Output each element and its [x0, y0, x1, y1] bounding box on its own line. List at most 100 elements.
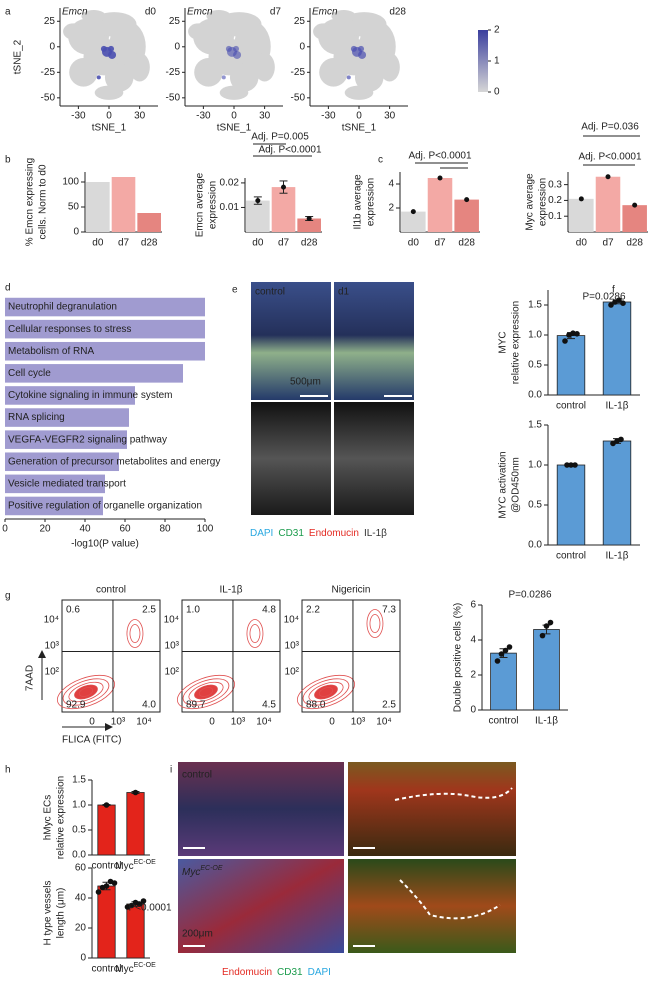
quadrant-value: 4.8 [262, 605, 276, 616]
x-tick-label: control [488, 716, 518, 727]
category-label: Neutrophil degranulation [8, 302, 117, 313]
bar [5, 474, 105, 494]
y-tick-label: 0.1 [548, 211, 562, 222]
day-label: d7 [270, 7, 282, 18]
data-point [562, 338, 568, 344]
bar [126, 792, 145, 856]
x-tick-label: d28 [458, 238, 475, 249]
y-axis-title: length (μm) [56, 888, 67, 939]
annotation: P=0.0286 [508, 590, 552, 601]
image-label: d1 [338, 287, 350, 298]
annotation: Adj. P<0.0001 [408, 151, 472, 162]
mean-dot [306, 216, 312, 221]
x-tick-label: 0 [106, 111, 112, 122]
x-tick-label: MycEC-OE [115, 962, 156, 975]
category-label: Cytokine signaling in immune system [8, 390, 173, 401]
y-tick-label: 10⁴ [164, 615, 179, 626]
data-point [616, 297, 622, 304]
plot-title: control [96, 585, 126, 596]
x-tick-label: -30 [196, 111, 211, 122]
expressing-cells [233, 45, 240, 52]
annotation: Adj. P<0.0001 [578, 152, 642, 163]
quadrant-value: 88.0 [306, 700, 326, 711]
x-tick-label: 10⁴ [136, 717, 151, 728]
density-contour [318, 687, 334, 697]
cell-cloud [206, 10, 231, 23]
quadrant-value: 2.5 [142, 605, 156, 616]
category-label: VEGFA-VEGFR2 signaling pathway [8, 434, 167, 445]
y-tick-label: 0.5 [72, 825, 86, 836]
annotation: Adj. P=0.036 [581, 122, 639, 133]
boundary [399, 879, 501, 920]
x-tick-label: d28 [141, 238, 158, 249]
y-tick-label: 2 [470, 670, 476, 681]
y-tick-label: 0.0 [72, 850, 86, 861]
category-label: Positive regulation of organelle organiz… [8, 501, 202, 512]
data-point [132, 789, 139, 796]
data-point [620, 300, 626, 307]
y-tick-label: -25 [291, 67, 306, 78]
data-point [111, 880, 118, 886]
image-label: control [255, 287, 285, 298]
stain-name: DAPI [250, 528, 273, 539]
y-tick-label: 0.0 [528, 540, 542, 551]
y-tick-label: 25 [169, 16, 181, 27]
expressing-cells [108, 50, 117, 59]
annotation: P<0.0001 [128, 903, 172, 914]
panel-letter: i [170, 765, 172, 776]
bar [86, 182, 110, 232]
x-tick-label: IL-1β [535, 716, 558, 727]
x-tick-label: 0 [356, 111, 362, 122]
x-tick-label: control [91, 861, 121, 872]
y-tick-label: -50 [291, 92, 306, 103]
expressing-cells [225, 45, 232, 52]
x-tick-label: d7 [434, 238, 446, 249]
quadrant-value: 1.0 [186, 605, 200, 616]
panel-letter: b [5, 155, 11, 166]
cell-cloud [104, 63, 134, 92]
y-tick-label: 4 [388, 179, 394, 190]
y-tick-label: 1.0 [528, 460, 542, 471]
stain-name: CD31 [277, 967, 303, 978]
x-tick-label: d28 [301, 238, 318, 249]
x-tick-label: 0 [231, 111, 237, 122]
x-tick-label: 0 [329, 717, 335, 728]
quadrant-value: 89.7 [186, 700, 206, 711]
bar [556, 464, 586, 546]
density-contour [126, 619, 144, 648]
density-contour [62, 678, 110, 706]
bar [595, 176, 621, 232]
stain-name: CD31 [278, 528, 304, 539]
annotation: Adj. P<0.0001 [258, 145, 322, 156]
y-tick-label: 10² [285, 667, 300, 678]
bar [5, 364, 183, 383]
x-tick-label: 0 [2, 524, 8, 535]
density-contour [302, 678, 350, 706]
data-point [498, 651, 505, 657]
y-axis-title: expression [538, 178, 549, 226]
bar [622, 205, 647, 232]
bar [454, 199, 479, 232]
panel-letter: f [612, 285, 615, 296]
annotation: Adj. P=0.005 [251, 132, 309, 143]
panel-letter: h [5, 765, 11, 776]
colorbar-label: 2 [494, 25, 500, 36]
x-tick-label: d0 [408, 238, 420, 249]
expressing-cells [96, 75, 101, 80]
x-tick-label: d7 [278, 238, 290, 249]
cell-cloud [354, 63, 384, 92]
x-tick-label: control [91, 964, 121, 975]
bar [5, 297, 205, 317]
y-tick-label: 100 [62, 177, 79, 188]
cell-cloud [94, 85, 124, 100]
micrograph [251, 282, 331, 400]
x-tick-label-base: Myc [115, 964, 133, 975]
panel-letter: e [232, 285, 238, 296]
x-axis-title: -log10(P value) [71, 539, 139, 550]
x-tick-label: d7 [602, 238, 614, 249]
x-tick-label: 30 [134, 111, 146, 122]
stain-legend: Endomucin CD31 DAPI [222, 967, 331, 978]
y-axis-title: relative expression [56, 776, 67, 859]
micrograph [348, 859, 516, 953]
y-axis-title: H type vessels [43, 880, 54, 945]
